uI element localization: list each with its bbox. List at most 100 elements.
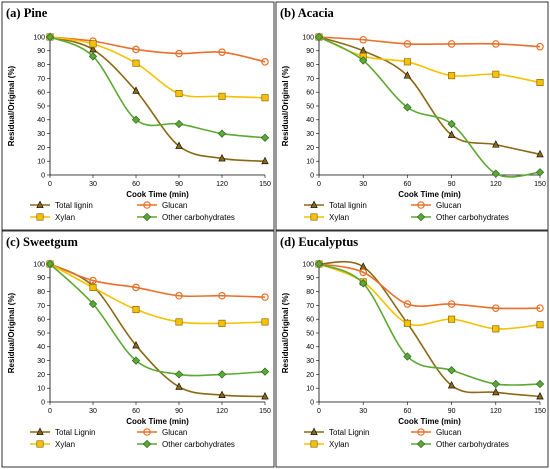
x-tick-label: 30 <box>89 408 97 415</box>
data-point <box>403 319 411 327</box>
chart-panel: (d) Eucalyptus 0 10 20 30 40 50 60 70 80 90 100 0 30 6… <box>275 230 549 468</box>
legend-label: Glucan <box>436 428 461 437</box>
y-tick-label: 90 <box>306 275 314 282</box>
data-point <box>448 315 456 323</box>
data-point <box>491 379 500 389</box>
legend-marker <box>417 201 425 209</box>
y-tick-label: 80 <box>306 62 314 69</box>
y-tick-label: 20 <box>37 145 45 152</box>
data-point <box>359 268 368 277</box>
legend-label: Glucan <box>162 428 187 437</box>
data-point <box>536 79 544 87</box>
data-point <box>492 325 500 333</box>
legend-marker <box>36 440 44 448</box>
y-tick-label: 0 <box>310 172 314 179</box>
legend-marker <box>416 439 426 449</box>
y-tick-label: 10 <box>37 386 45 393</box>
y-tick-label: 10 <box>306 159 314 166</box>
data-point <box>218 390 226 399</box>
data-point <box>261 392 269 400</box>
data-point <box>492 387 500 396</box>
y-tick-label: 100 <box>33 261 45 268</box>
legend-marker <box>310 213 318 221</box>
data-point <box>89 276 97 285</box>
legend-label: Other carbohydrates <box>162 213 235 222</box>
data-point <box>536 304 544 312</box>
data-point <box>132 59 140 67</box>
y-tick-label: 0 <box>41 399 45 406</box>
data-point <box>89 40 97 48</box>
data-point <box>132 45 140 54</box>
panel-border <box>1 230 275 468</box>
legend-label: Xylan <box>55 440 75 449</box>
y-tick-label: 70 <box>306 76 314 83</box>
data-point <box>175 291 183 300</box>
series-line <box>318 36 541 84</box>
data-point <box>536 42 544 51</box>
y-tick-label: 90 <box>37 275 45 282</box>
data-point <box>261 318 269 326</box>
data-point <box>403 352 412 361</box>
y-tick-label: 0 <box>41 172 45 179</box>
data-point <box>535 379 545 389</box>
y-tick-label: 40 <box>37 344 45 351</box>
data-point <box>491 169 500 178</box>
data-point <box>218 92 226 100</box>
y-tick-label: 30 <box>37 358 45 365</box>
data-point <box>448 72 456 80</box>
y-tick-label: 50 <box>306 103 314 110</box>
y-tick-label: 10 <box>306 386 314 393</box>
legend-marker <box>416 212 426 222</box>
data-point <box>261 156 269 165</box>
series-line <box>318 263 541 330</box>
data-point <box>218 48 226 56</box>
y-tick-label: 10 <box>37 159 45 166</box>
data-point <box>447 40 456 48</box>
y-tick-label: 60 <box>306 90 314 97</box>
y-tick-label: 50 <box>37 103 45 110</box>
x-tick-label: 150 <box>259 181 271 188</box>
x-tick-label: 120 <box>216 181 228 188</box>
x-tick-label: 30 <box>89 181 97 188</box>
x-tick-label: 0 <box>48 408 52 415</box>
y-tick-label: 20 <box>306 145 314 152</box>
series-line <box>49 36 266 162</box>
data-point <box>260 367 270 376</box>
x-tick-label: 0 <box>317 408 321 415</box>
y-tick-label: 60 <box>37 90 45 97</box>
legend-marker <box>142 439 152 449</box>
x-tick-label: 120 <box>490 408 502 415</box>
x-tick-label: 60 <box>132 181 140 188</box>
chart-title: (c) Sweetgum <box>6 235 78 249</box>
y-tick-label: 100 <box>302 261 314 268</box>
x-tick-label: 30 <box>359 181 367 188</box>
data-point <box>132 306 140 314</box>
data-point <box>131 356 141 365</box>
y-tick-label: 90 <box>306 48 314 55</box>
chart-title: (d) Eucalyptus <box>280 235 358 249</box>
series-line <box>49 263 266 398</box>
data-point <box>536 392 544 400</box>
legend-marker <box>143 201 151 209</box>
data-point <box>359 56 368 65</box>
series-line <box>318 36 541 48</box>
y-tick-label: 30 <box>37 131 45 138</box>
data-point <box>536 321 544 329</box>
legend-marker <box>143 428 151 436</box>
x-tick-label: 60 <box>132 408 140 415</box>
y-tick-label: 80 <box>37 62 45 69</box>
y-axis-label: Residual/Original (%) <box>7 292 16 373</box>
data-point <box>88 52 98 61</box>
chart-title: (a) Pine <box>6 6 48 20</box>
chart-panel: (a) Pine 0 10 20 30 40 50 60 70 80 90 100 0 30 60 90 120… <box>1 1 275 231</box>
data-point <box>447 130 456 138</box>
chart-panel: (b) Acacia 0 10 20 30 40 50 60 70 80 90 100 0 30 60 90 1… <box>275 1 549 231</box>
legend-marker <box>142 212 152 222</box>
data-point <box>447 380 456 389</box>
data-point <box>535 168 545 177</box>
series-line <box>318 36 541 156</box>
panel-border <box>275 230 549 468</box>
y-tick-label: 0 <box>310 399 314 406</box>
y-tick-label: 80 <box>306 289 314 296</box>
